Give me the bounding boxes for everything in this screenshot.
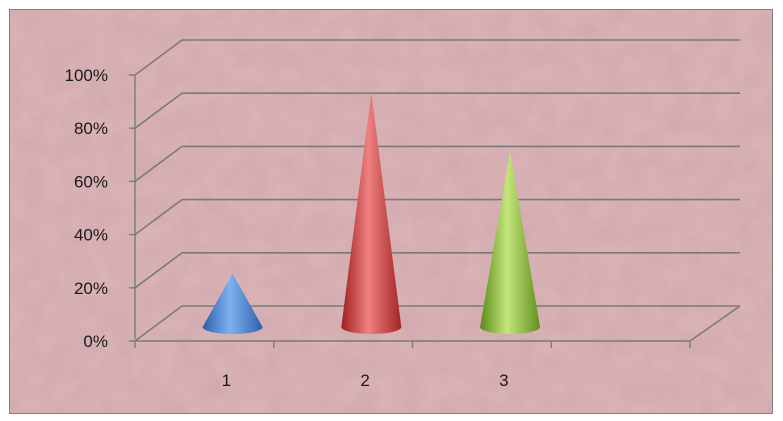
cone-1 xyxy=(202,273,263,334)
cones xyxy=(202,92,541,334)
gridline xyxy=(134,39,740,76)
background-texture xyxy=(10,10,772,413)
gridline xyxy=(134,252,740,289)
gridline xyxy=(134,198,740,236)
y-tick-label: 0% xyxy=(83,332,108,351)
cone-2 xyxy=(341,92,402,334)
gridline xyxy=(134,305,740,342)
y-tick-label: 60% xyxy=(74,172,108,191)
y-tick-label: 20% xyxy=(74,279,108,298)
y-tick-label: 40% xyxy=(74,226,108,245)
x-tick-label: 2 xyxy=(360,371,369,390)
y-tick-label: 100% xyxy=(65,66,108,85)
floor-edge xyxy=(689,305,741,342)
gridline xyxy=(134,92,740,129)
x-tick-label: 3 xyxy=(499,371,508,390)
gridlines xyxy=(134,39,740,342)
y-tick-label: 80% xyxy=(74,119,108,138)
axes xyxy=(129,74,741,348)
tick-labels: 0% 20% 40% 60% 80% 100% 1 2 3 xyxy=(65,66,509,390)
cone-3 xyxy=(480,151,541,334)
gridline xyxy=(134,145,740,183)
x-tick-label: 1 xyxy=(222,371,231,390)
